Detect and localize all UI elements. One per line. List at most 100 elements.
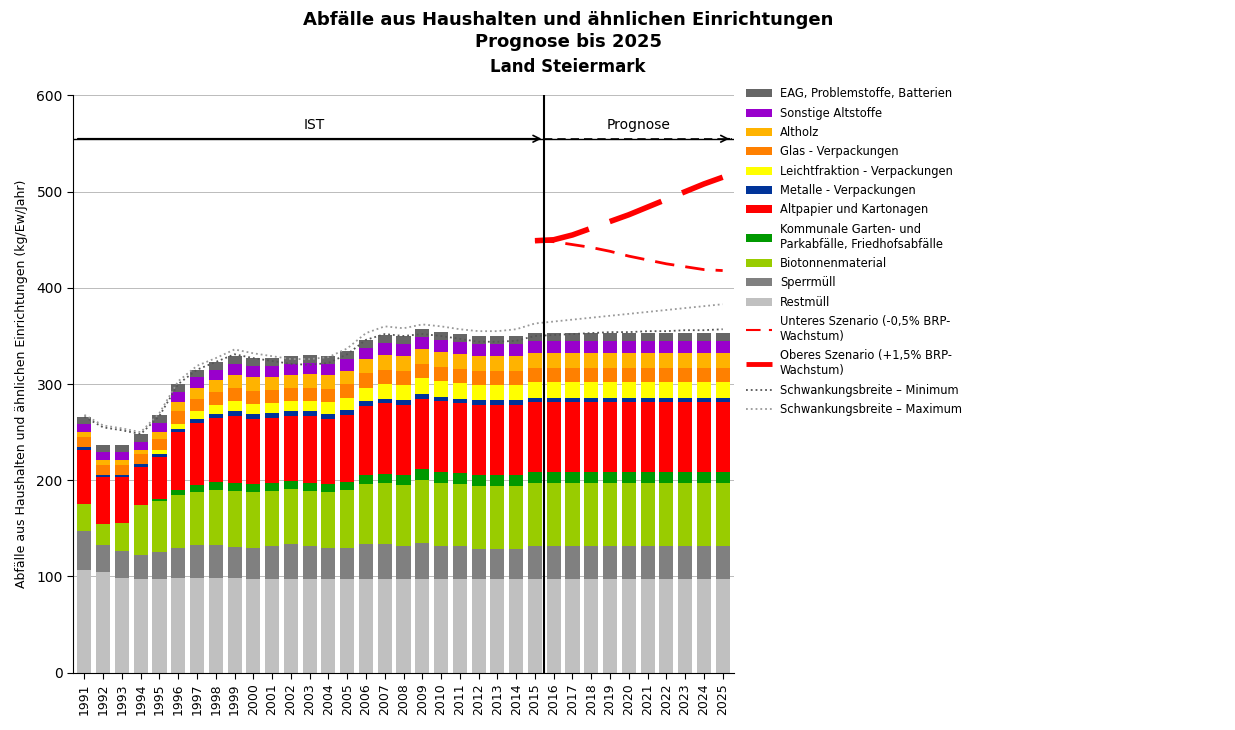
Bar — [509, 580, 524, 673]
Bar — [490, 344, 504, 356]
Bar — [246, 580, 261, 673]
Bar — [172, 490, 185, 495]
Bar — [697, 472, 711, 483]
Bar — [566, 402, 579, 472]
Bar — [359, 544, 373, 580]
Bar — [715, 333, 730, 341]
Bar — [266, 377, 279, 390]
Bar — [115, 551, 128, 578]
Bar — [433, 483, 448, 546]
Bar — [547, 546, 561, 580]
Bar — [115, 453, 128, 460]
Bar — [659, 472, 673, 483]
Bar — [715, 398, 730, 402]
Bar — [584, 546, 598, 580]
Bar — [172, 411, 185, 423]
Bar — [115, 465, 128, 474]
Bar — [603, 580, 618, 673]
Bar — [472, 580, 485, 673]
Bar — [584, 341, 598, 353]
Bar — [659, 483, 673, 546]
Bar — [172, 429, 185, 432]
Bar — [396, 475, 410, 485]
Bar — [284, 416, 298, 481]
Bar — [641, 483, 655, 546]
Bar — [584, 472, 598, 483]
Bar — [621, 341, 636, 353]
Bar — [453, 383, 467, 399]
Text: Prognose bis 2025: Prognose bis 2025 — [474, 33, 662, 51]
Bar — [509, 474, 524, 486]
Bar — [96, 477, 110, 523]
Bar — [266, 491, 279, 546]
Bar — [527, 368, 542, 382]
Bar — [227, 356, 242, 364]
Bar — [715, 382, 730, 398]
Bar — [78, 447, 91, 450]
Bar — [190, 423, 204, 485]
Bar — [509, 385, 524, 401]
Bar — [152, 450, 167, 454]
Bar — [266, 403, 279, 413]
Bar — [227, 411, 242, 416]
Bar — [415, 378, 430, 393]
Bar — [547, 580, 561, 673]
Bar — [527, 341, 542, 353]
Bar — [115, 460, 128, 465]
Bar — [284, 364, 298, 375]
Bar — [547, 402, 561, 472]
Bar — [621, 382, 636, 398]
Bar — [453, 472, 467, 484]
Bar — [133, 454, 148, 464]
Bar — [321, 402, 336, 414]
Bar — [547, 382, 561, 398]
Bar — [396, 485, 410, 546]
Bar — [227, 491, 242, 547]
Bar — [490, 486, 504, 549]
Bar — [96, 572, 110, 673]
Bar — [678, 368, 692, 382]
Bar — [246, 366, 261, 377]
Bar — [415, 480, 430, 543]
Bar — [415, 543, 430, 580]
Bar — [415, 469, 430, 480]
Bar — [96, 545, 110, 572]
Bar — [321, 375, 336, 389]
Bar — [266, 483, 279, 491]
Bar — [246, 419, 261, 484]
Bar — [321, 419, 336, 484]
Bar — [246, 404, 261, 414]
Bar — [246, 492, 261, 548]
Bar — [378, 399, 391, 403]
Bar — [566, 368, 579, 382]
Bar — [396, 371, 410, 385]
Bar — [321, 484, 336, 492]
Bar — [227, 364, 242, 375]
Bar — [246, 548, 261, 580]
Bar — [566, 580, 579, 673]
Bar — [509, 344, 524, 356]
Bar — [472, 401, 485, 405]
Bar — [359, 475, 373, 484]
Bar — [78, 424, 91, 432]
Bar — [659, 353, 673, 368]
Bar — [321, 389, 336, 402]
Bar — [321, 356, 336, 364]
Bar — [490, 385, 504, 401]
Bar — [641, 353, 655, 368]
Bar — [603, 398, 618, 402]
Bar — [659, 580, 673, 673]
Bar — [641, 341, 655, 353]
Bar — [453, 403, 467, 472]
Bar — [433, 332, 448, 340]
Bar — [697, 398, 711, 402]
Bar — [78, 531, 91, 569]
Bar — [152, 439, 167, 450]
Bar — [359, 406, 373, 475]
Bar — [566, 353, 579, 368]
Bar — [209, 362, 222, 369]
Bar — [453, 546, 467, 580]
Bar — [396, 385, 410, 401]
Bar — [678, 382, 692, 398]
Bar — [359, 402, 373, 406]
